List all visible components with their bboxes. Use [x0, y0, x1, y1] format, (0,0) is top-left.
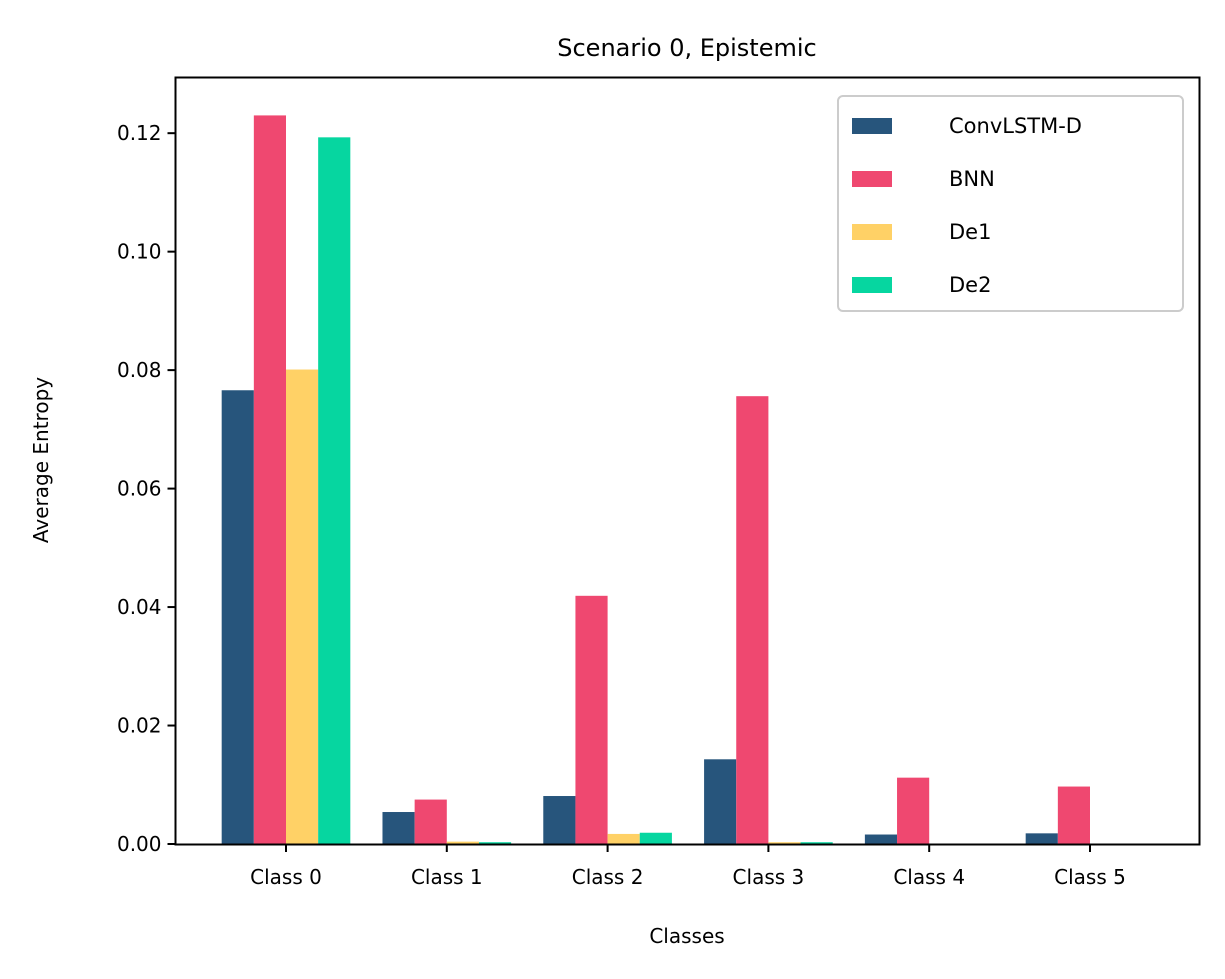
bar-bnn-class-1 [414, 799, 447, 844]
bar-de2-class-2 [639, 832, 672, 844]
bar-de1-class-2 [607, 833, 640, 844]
legend: ConvLSTM-D BNN De1 De2 [837, 95, 1184, 312]
chart-title: Scenario 0, Epistemic [557, 34, 816, 62]
y-tick-label: 0.00 [117, 832, 162, 856]
bar-bnn-class-4 [897, 777, 930, 844]
x-tick-label: Class 5 [1054, 865, 1126, 889]
x-tick-label: Class 2 [572, 865, 644, 889]
bar-bnn-class-3 [736, 396, 769, 844]
y-tick-label: 0.02 [117, 714, 162, 738]
x-tick-label: Class 3 [733, 865, 805, 889]
bar-convlstm-d-class-5 [1025, 833, 1058, 844]
bar-de1-class-1 [446, 841, 479, 844]
legend-swatch-convlstm-d [852, 118, 892, 134]
legend-label: ConvLSTM-D [949, 114, 1082, 138]
bar-bnn-class-2 [575, 595, 608, 844]
y-tick-label: 0.08 [117, 358, 162, 382]
x-tick-label: Class 1 [411, 865, 483, 889]
y-tick-label: 0.12 [117, 121, 162, 145]
legend-box [837, 95, 1184, 312]
legend-swatch-de2 [852, 277, 892, 293]
plot-frame [174, 76, 1201, 846]
legend-label: De2 [949, 273, 991, 297]
legend-label: BNN [949, 167, 995, 191]
bar-de2-class-1 [478, 842, 512, 844]
legend-swatch-de1 [852, 224, 892, 240]
legend-swatch-bnn [852, 171, 892, 187]
bar-convlstm-d-class-3 [704, 759, 737, 844]
y-tick-label: 0.04 [117, 595, 162, 619]
bar-convlstm-d-class-4 [864, 834, 898, 844]
x-tick-label: Class 0 [250, 865, 322, 889]
x-axis-label: Classes [649, 924, 724, 948]
bar-de2-class-0 [318, 137, 351, 845]
y-axis-label: Average Entropy [29, 377, 53, 543]
bar-bnn-class-0 [253, 115, 286, 845]
bar-convlstm-d-class-2 [543, 796, 576, 844]
bar-de1-class-3 [768, 842, 801, 844]
bar-convlstm-d-class-1 [382, 812, 415, 844]
bar-de1-class-0 [286, 369, 319, 844]
legend-label: De1 [949, 220, 991, 244]
bar-convlstm-d-class-0 [221, 390, 254, 844]
y-tick-label: 0.06 [117, 477, 162, 501]
bar-de2-class-3 [800, 842, 833, 844]
x-tick-label: Class 4 [893, 865, 965, 889]
bar-bnn-class-5 [1057, 786, 1090, 844]
y-tick-label: 0.10 [117, 240, 162, 264]
